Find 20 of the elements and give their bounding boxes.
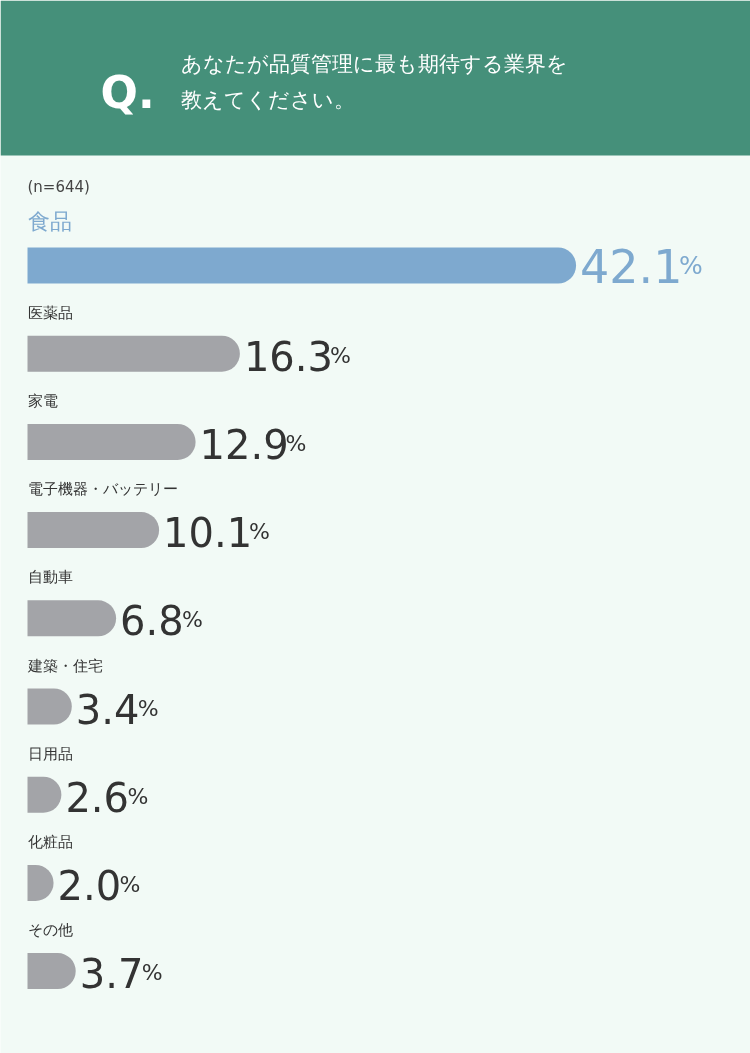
data-label: 3.7% — [79, 951, 163, 998]
data-label: 12.9% — [199, 421, 307, 468]
y-tick-label: 家電 — [27, 391, 58, 410]
y-tick-label: その他 — [27, 921, 73, 940]
y-tick-label: 日用品 — [27, 744, 73, 763]
data-label: 6.8% — [120, 598, 204, 645]
data-label: 10.1% — [163, 510, 271, 557]
y-tick-label: 電子機器・バッテリー — [27, 480, 178, 499]
y-tick-label: 自動車 — [27, 568, 73, 587]
chart-title: Q.あなたが品質管理に最も期待する業界を教えてください。 — [100, 51, 568, 118]
annotation: (n=644) — [27, 177, 90, 196]
y-tick-label: 化粧品 — [27, 832, 73, 851]
y-tick-label: 医薬品 — [27, 303, 73, 322]
data-label: 42.1% — [580, 239, 703, 294]
data-label: 2.6% — [65, 774, 149, 821]
y-tick-label: 食品 — [27, 208, 72, 234]
data-label: 3.4% — [75, 686, 159, 733]
data-label: 2.0% — [57, 862, 141, 909]
data-label: 16.3% — [243, 333, 351, 380]
y-tick-label: 建築・住宅 — [26, 656, 103, 675]
